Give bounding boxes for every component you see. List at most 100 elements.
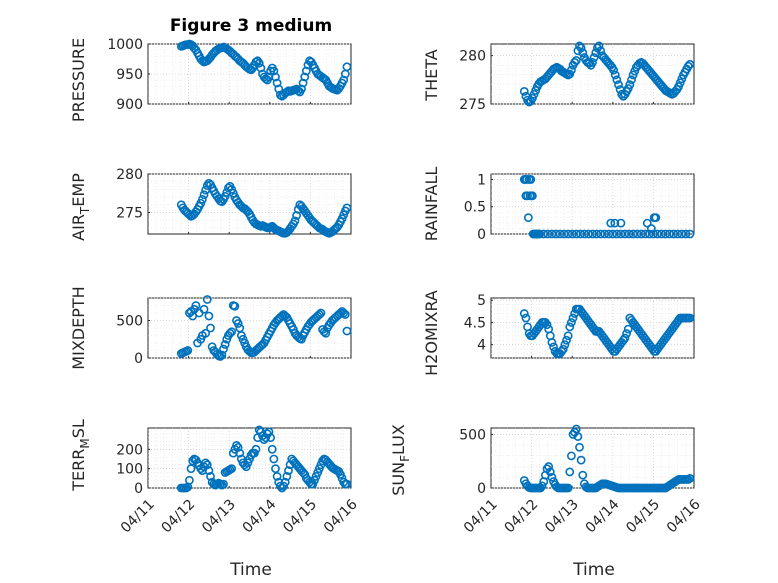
data-point-theta <box>566 65 576 75</box>
ylabel-sun-flux: SUNFLUX <box>389 424 412 496</box>
data-point-rainfall <box>567 229 577 239</box>
data-point-mixdepth <box>233 319 243 328</box>
data-point-h2omixra <box>622 329 632 338</box>
data-point-rainfall <box>523 213 533 223</box>
data-point-theta <box>589 53 599 62</box>
ytick-label-terr-msl: 0 <box>134 481 143 497</box>
data-point-rainfall <box>665 229 675 239</box>
axes-box-sun-flux <box>490 427 695 489</box>
data-point-pressure <box>297 84 306 94</box>
ylabel-theta: THETA <box>422 49 441 101</box>
subplot-sun-flux: SUNFLUX 0 500 04/11 04/12 04/13 04/14 04/15 04/… <box>389 424 704 536</box>
data-point-theta <box>575 41 584 51</box>
data-point-sun-flux <box>563 483 573 493</box>
ylabel-terr-msl-rest: SL <box>69 419 88 438</box>
ytick-label-pressure: 900 <box>116 97 143 113</box>
xtick-label-sun-flux: 04/16 <box>664 496 704 536</box>
xtick-label-sun-flux: 04/14 <box>583 496 623 536</box>
xtick-label-terr-msl: 04/12 <box>159 496 199 536</box>
ytick-label-h2omixra: 4 <box>477 338 486 354</box>
ylabel-h2omixra: H2OMIXRA <box>422 290 441 376</box>
data-point-mixdepth <box>199 304 209 314</box>
data-point-rainfall <box>649 229 658 239</box>
data-point-rainfall <box>610 218 620 228</box>
data-point-rainfall <box>559 229 569 239</box>
data-point-sun-flux <box>575 442 584 452</box>
data-point-air-temp <box>290 216 300 226</box>
ylabel-terr-msl: TERRMSL <box>69 419 92 492</box>
ytick-label-mixdepth: 500 <box>116 314 143 330</box>
data-point-h2omixra <box>558 344 568 354</box>
data-point-rainfall <box>624 229 634 239</box>
data-point-rainfall <box>632 229 642 239</box>
data-point-h2omixra <box>519 309 529 318</box>
subplot-terr-msl: TERRMSL 0 100 200 04/11 04/12 04/13 04/14 04/15… <box>69 419 361 536</box>
data-point-terr-msl <box>284 466 293 475</box>
data-point-h2omixra <box>562 335 571 345</box>
data-point-mixdepth <box>230 301 240 311</box>
data-point-mixdepth <box>202 295 212 304</box>
data-point-rainfall <box>677 229 687 239</box>
data-point-rainfall <box>608 229 618 239</box>
subplot-air-temp: AIRTEMP 275 280 <box>69 167 352 241</box>
data-point-h2omixra <box>549 342 558 352</box>
ytick-label-pressure: 1000 <box>107 37 143 53</box>
data-point-mixdepth <box>316 308 326 318</box>
data-point-mixdepth <box>336 308 345 318</box>
data-point-theta <box>576 43 586 53</box>
data-point-mixdepth <box>220 340 230 349</box>
data-point-h2omixra <box>685 313 695 323</box>
ytick-label-rainfall: 0 <box>477 227 486 243</box>
data-point-sun-flux <box>576 455 586 465</box>
data-point-pressure <box>274 84 284 94</box>
data-point-terr-msl <box>219 479 228 489</box>
ytick-label-rainfall: 0.5 <box>464 200 486 216</box>
data-point-terr-msl <box>282 471 292 481</box>
data-point-h2omixra <box>568 313 578 323</box>
data-point-mixdepth <box>201 328 211 338</box>
data-point-mixdepth <box>215 352 225 361</box>
data-point-rainfall <box>616 229 626 239</box>
data-point-terr-msl <box>185 475 194 485</box>
ylabel-mixdepth: MIXDEPTH <box>69 286 88 369</box>
data-point-pressure <box>300 72 310 82</box>
data-point-rainfall <box>612 229 622 239</box>
data-point-theta <box>612 75 622 85</box>
ylabel-sun-flux-main: SUN <box>389 462 408 496</box>
data-point-theta <box>519 87 529 96</box>
xtick-label-sun-flux: 04/11 <box>461 496 501 536</box>
data-point-terr-msl <box>267 444 277 454</box>
data-point-rainfall <box>584 229 593 239</box>
data-point-sun-flux <box>547 472 557 482</box>
data-point-rainfall <box>636 229 646 239</box>
ytick-label-h2omixra: 5 <box>477 293 486 309</box>
data-point-rainfall <box>539 229 549 239</box>
data-point-sun-flux <box>537 481 547 491</box>
data-point-theta <box>578 48 588 58</box>
data-point-rainfall <box>579 229 589 239</box>
xtick-label-terr-msl: 04/15 <box>280 496 320 536</box>
xtick-label-sun-flux: 04/13 <box>542 496 582 536</box>
data-point-theta <box>571 56 581 65</box>
data-point-theta <box>588 57 597 67</box>
subplot-h2omixra: H2OMIXRA 4 4.5 5 <box>422 290 695 376</box>
ylabel-terr-msl-sub: M <box>78 438 92 448</box>
data-point-rainfall <box>620 229 630 239</box>
data-point-rainfall <box>588 229 597 239</box>
data-point-sun-flux <box>566 451 576 461</box>
xtick-label-terr-msl: 04/11 <box>118 496 158 536</box>
ytick-label-sun-flux: 500 <box>459 427 486 443</box>
xlabel-right: Time <box>572 560 615 580</box>
data-point-rainfall <box>575 229 585 239</box>
subplot-theta: THETA 275 280 <box>422 41 695 113</box>
ytick-label-mixdepth: 0 <box>134 351 143 367</box>
ytick-label-terr-msl: 200 <box>116 442 143 458</box>
data-point-terr-msl <box>232 441 241 450</box>
data-point-terr-msl <box>233 442 243 452</box>
data-point-mixdepth <box>227 327 237 337</box>
data-point-sun-flux <box>565 467 575 477</box>
data-point-theta <box>610 70 620 80</box>
data-point-rainfall <box>681 229 691 239</box>
ylabel-sun-flux-sub: F <box>398 455 412 462</box>
data-point-pressure <box>256 63 266 73</box>
